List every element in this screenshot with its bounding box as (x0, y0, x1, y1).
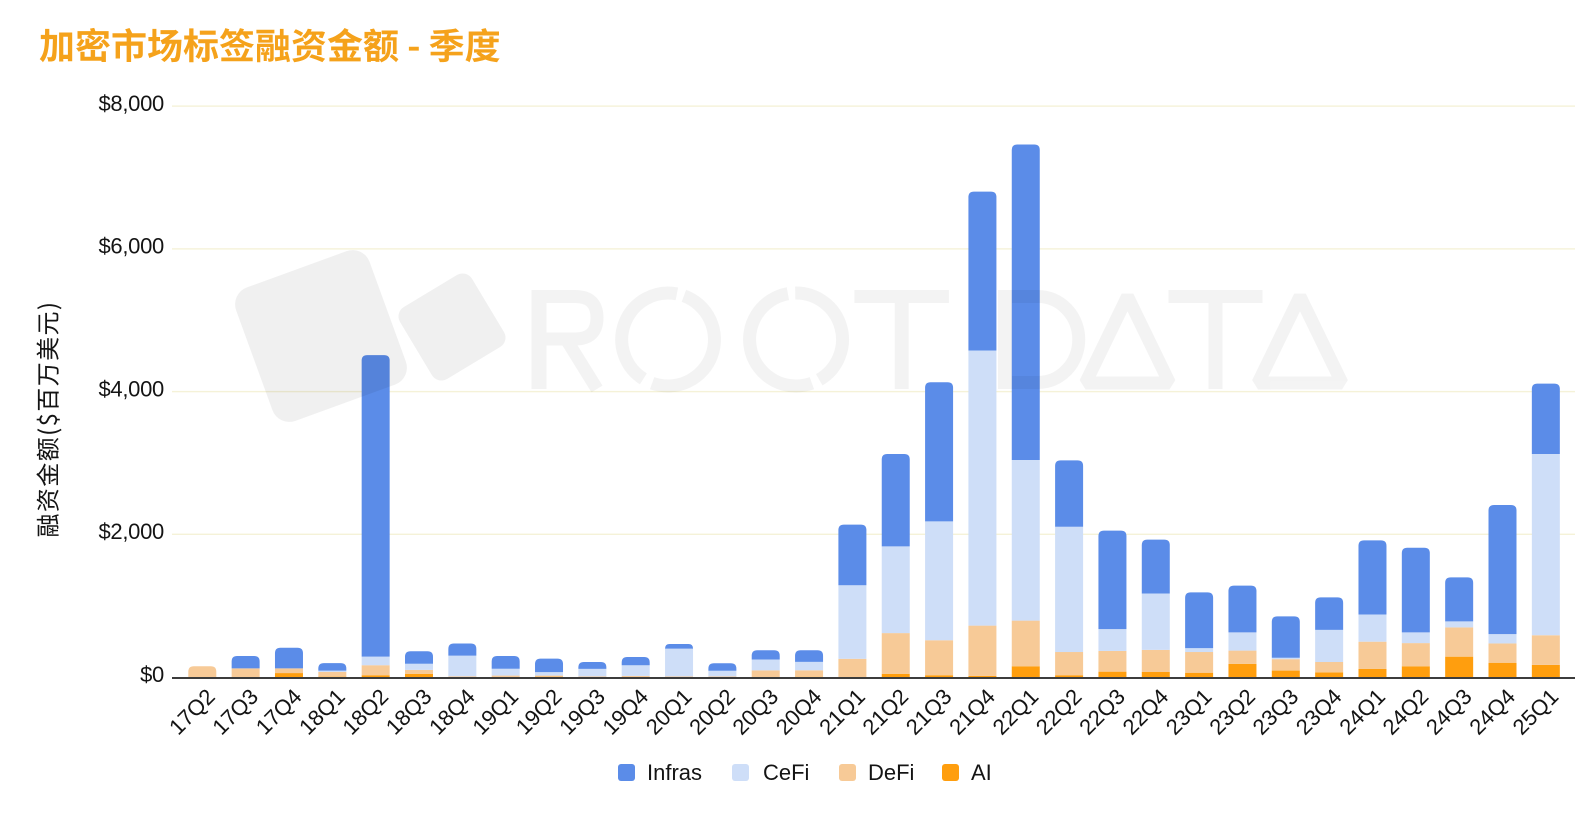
svg-text:AI: AI (971, 760, 992, 785)
svg-text:$2,000: $2,000 (99, 519, 165, 544)
svg-text:$8,000: $8,000 (99, 91, 165, 116)
svg-text:$4,000: $4,000 (99, 376, 165, 401)
svg-text:Infras: Infras (647, 760, 702, 785)
svg-text:CeFi: CeFi (763, 760, 809, 785)
svg-text:DeFi: DeFi (868, 760, 914, 785)
svg-text:$0: $0 (140, 662, 164, 687)
svg-text:$6,000: $6,000 (99, 234, 165, 259)
